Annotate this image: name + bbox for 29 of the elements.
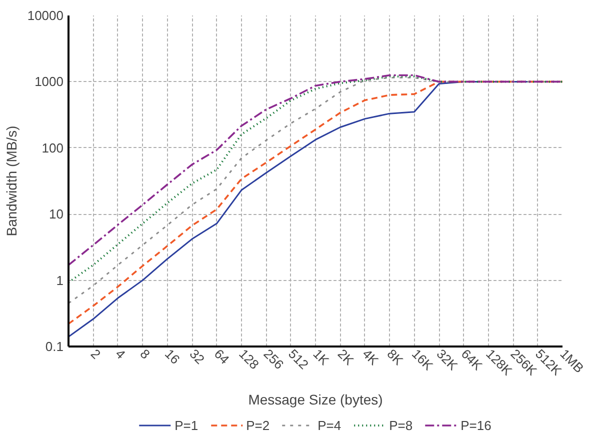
x-tick-label: 4K [360,346,382,368]
legend-label: P=4 [318,418,342,432]
y-axis-title: Bandwidth (MB/s) [3,126,20,236]
x-tick-label: 1K [310,346,332,368]
x-tick-label: 256 [260,346,287,372]
y-tick-label: 100 [42,140,64,156]
x-axis-title: Message Size (bytes) [248,392,383,408]
x-tick-label: 8K [384,346,406,368]
x-tick-label: 16 [162,346,183,368]
y-tick-label: 1000 [34,74,64,90]
y-tick-label: 0.1 [45,339,64,354]
x-tick-label: 512 [285,346,312,372]
x-tick-label: 8 [137,346,154,362]
x-tick-label: 2 [88,346,104,362]
x-tick-label: 4 [112,346,128,362]
x-tick-label: 64 [211,346,232,368]
legend-label: P=16 [460,418,492,432]
x-tick-label: 2K [334,346,357,368]
legend-label: P=1 [174,418,198,432]
x-tick-label: 32K [434,346,461,374]
x-tick-label: 128 [236,346,262,372]
legend-label: P=2 [246,418,270,432]
x-tick-label: 16K [408,346,436,374]
y-tick-label: 10000 [27,8,64,23]
y-tick-label: 1 [56,272,64,288]
legend-label: P=8 [389,418,413,432]
x-tick-label: 32 [186,346,208,368]
y-tick-label: 10 [49,206,64,222]
x-tick-label: 64K [458,346,486,374]
